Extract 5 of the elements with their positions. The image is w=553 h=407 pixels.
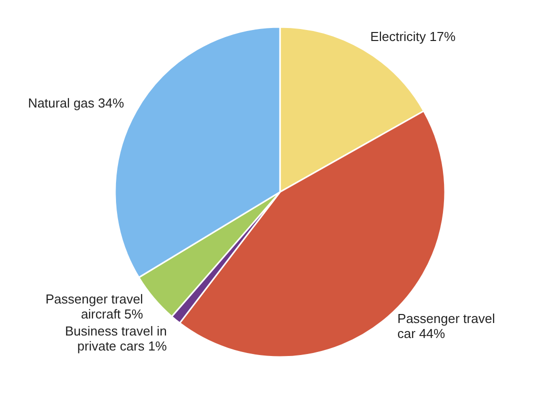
slice-label: Electricity 17%: [370, 28, 456, 44]
slice-label: Passenger travel car 44%: [397, 311, 496, 342]
slice-label: Natural gas 34%: [28, 96, 124, 111]
slice-label: Passenger travel aircraft 5%: [46, 291, 144, 322]
slice-label: Business travel in private cars 1%: [64, 323, 168, 354]
